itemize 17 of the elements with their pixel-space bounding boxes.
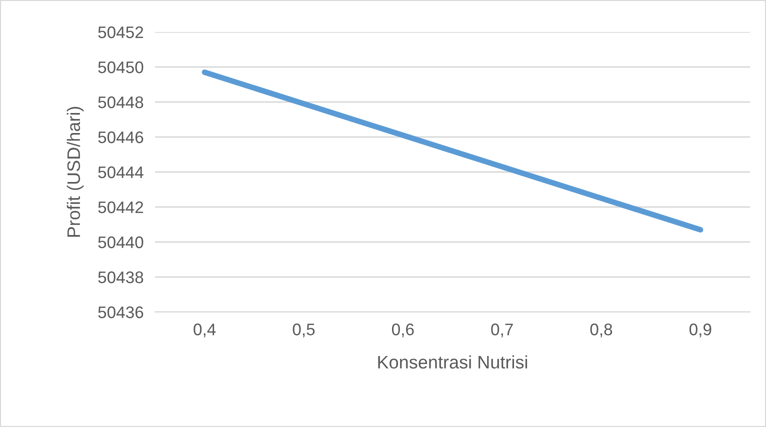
y-tick-label: 50442 (98, 201, 144, 214)
y-tick-label: 50444 (98, 166, 144, 178)
y-tick-label: 50452 (98, 26, 144, 38)
x-tick-label: 0,8 (590, 324, 612, 338)
x-tick-label: 0,4 (194, 324, 216, 338)
y-tick-label: 50448 (98, 96, 144, 108)
y-tick-label: 50436 (98, 306, 144, 318)
y-tick-label: 50450 (98, 61, 144, 74)
x-axis-title: Konsentrasi Nutrisi (378, 355, 528, 369)
x-tick-label: 0,6 (392, 324, 414, 338)
y-tick-label: 50446 (98, 131, 144, 144)
y-tick-label: 50438 (98, 271, 144, 284)
y-axis-title: Profit (USD/hari) (66, 106, 84, 237)
x-tick-label: 0,7 (491, 324, 513, 338)
x-tick-label: 0,5 (292, 324, 315, 338)
y-tick-label: 50440 (98, 236, 144, 248)
x-tick-label: 0,9 (689, 324, 712, 338)
